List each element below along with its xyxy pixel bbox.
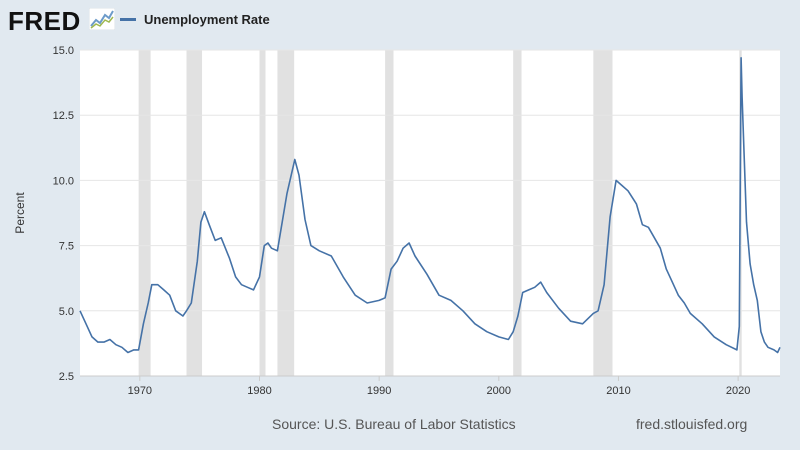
x-tick-label: 1970 xyxy=(128,385,152,397)
x-tick-label: 1980 xyxy=(247,385,271,397)
x-tick-label: 1990 xyxy=(367,385,391,397)
y-axis-label: Percent xyxy=(13,192,27,234)
recession-band-4 xyxy=(385,50,394,376)
plot-area xyxy=(80,50,780,376)
x-tick-label: 2020 xyxy=(726,385,750,397)
recession-band-6 xyxy=(593,50,613,376)
recession-bands xyxy=(138,50,742,376)
source-text: Source: U.S. Bureau of Labor Statistics xyxy=(272,416,516,432)
y-tick-label: 12.5 xyxy=(53,110,74,122)
y-tick-label: 10.0 xyxy=(53,175,74,187)
recession-band-1 xyxy=(186,50,203,376)
recession-band-3 xyxy=(277,50,295,376)
chart-legend[interactable]: Unemployment Rate xyxy=(120,12,270,27)
chart-header: FRED Unemployment Rate xyxy=(0,0,800,40)
y-tick-label: 5.0 xyxy=(59,306,74,318)
y-tick-label: 7.5 xyxy=(59,241,74,253)
recession-band-0 xyxy=(138,50,151,376)
y-tick-label: 15.0 xyxy=(53,45,74,57)
x-tick-label: 2000 xyxy=(487,385,511,397)
series-line-unemployment-rate xyxy=(79,57,781,354)
footer-url[interactable]: fred.stlouisfed.org xyxy=(636,416,748,432)
legend-swatch xyxy=(120,18,136,21)
recession-band-2 xyxy=(259,50,266,376)
y-tick-label: 2.5 xyxy=(59,371,74,383)
x-tick-label: 2010 xyxy=(606,385,630,397)
fred-logo[interactable]: FRED xyxy=(8,6,81,36)
recession-band-5 xyxy=(513,50,522,376)
legend-series-label: Unemployment Rate xyxy=(144,12,270,27)
x-axis: 1970 1980 1990 2000 2010 2020 xyxy=(80,375,780,397)
y-axis: 2.5 5.0 7.5 10.0 12.5 15.0 xyxy=(53,45,74,383)
fred-chart-icon xyxy=(89,8,115,30)
